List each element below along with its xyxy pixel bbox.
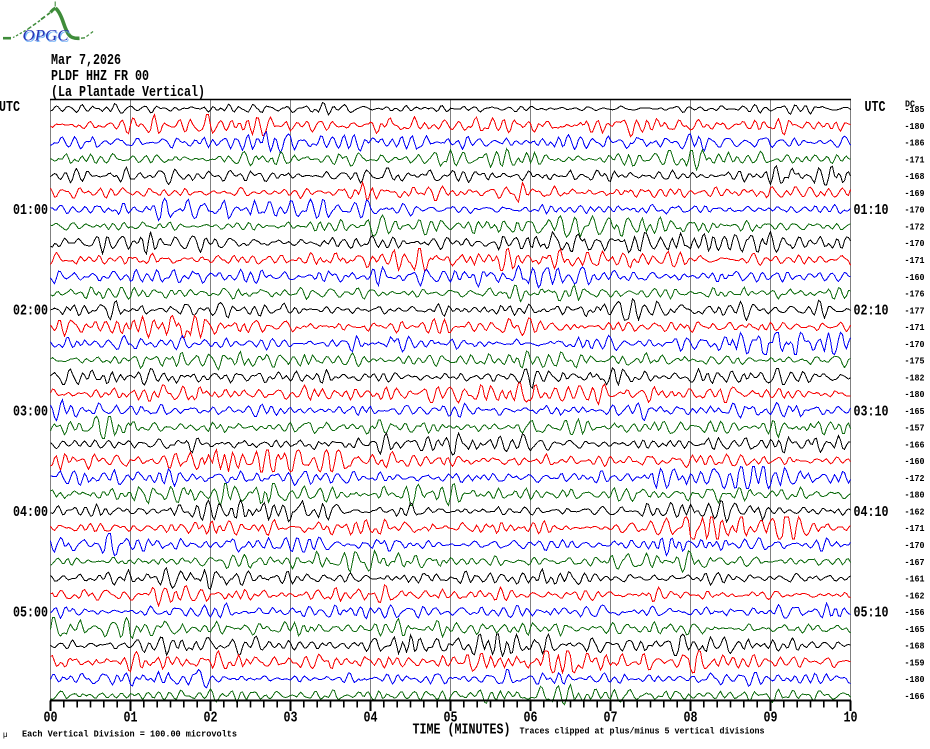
svg-text:μ: μ: [3, 730, 8, 739]
svg-text:05:10: 05:10: [854, 606, 889, 622]
svg-text:02:10: 02:10: [854, 304, 889, 320]
svg-text:OPGC: OPGC: [24, 29, 71, 46]
svg-text:-172: -172: [905, 222, 925, 233]
svg-text:-157: -157: [905, 423, 925, 434]
svg-text:-168: -168: [905, 171, 925, 182]
svg-text:-180: -180: [905, 121, 925, 132]
svg-text:06: 06: [524, 711, 538, 727]
svg-text:-165: -165: [905, 624, 925, 635]
svg-text:OPGC: OPGC: [23, 27, 70, 44]
svg-text:UTC: UTC: [865, 100, 886, 116]
svg-text:-180: -180: [905, 674, 925, 685]
svg-text:-169: -169: [905, 188, 925, 199]
svg-text:-170: -170: [905, 238, 925, 249]
svg-text:02: 02: [204, 711, 218, 727]
svg-text:04:00: 04:00: [13, 505, 48, 521]
svg-text:-162: -162: [905, 507, 925, 518]
svg-text:-165: -165: [905, 406, 925, 417]
svg-text:(La Plantade Vertical): (La Plantade Vertical): [51, 85, 205, 101]
svg-text:00: 00: [44, 711, 58, 727]
svg-text:Each Vertical Division = 100.: Each Vertical Division = 100.00 microvol…: [22, 729, 237, 740]
svg-text:-186: -186: [905, 138, 925, 149]
svg-text:-166: -166: [905, 691, 925, 702]
svg-text:09: 09: [764, 711, 778, 727]
svg-text:-170: -170: [905, 339, 925, 350]
svg-text:-171: -171: [905, 255, 925, 266]
svg-text:-167: -167: [905, 557, 925, 568]
svg-text:-171: -171: [905, 523, 925, 534]
svg-text:UTC: UTC: [0, 100, 20, 116]
svg-text:02:00: 02:00: [13, 304, 48, 320]
svg-text:DC: DC: [905, 99, 915, 110]
svg-text:-172: -172: [905, 473, 925, 484]
svg-text:08: 08: [684, 711, 698, 727]
svg-text:-159: -159: [905, 657, 925, 668]
svg-text:-160: -160: [905, 456, 925, 467]
svg-text:01:10: 01:10: [854, 203, 889, 219]
svg-text:-180: -180: [905, 490, 925, 501]
svg-text:-166: -166: [905, 439, 925, 450]
svg-text:-185: -185: [905, 104, 925, 115]
svg-text:-180: -180: [905, 389, 925, 400]
svg-text:-170: -170: [905, 205, 925, 216]
svg-text:03:00: 03:00: [13, 404, 48, 420]
svg-text:-171: -171: [905, 322, 925, 333]
svg-text:PLDF HHZ FR 00: PLDF HHZ FR 00: [51, 69, 149, 85]
svg-text:03: 03: [284, 711, 298, 727]
svg-text:05:00: 05:00: [13, 606, 48, 622]
svg-text:-182: -182: [905, 372, 925, 383]
svg-text:-161: -161: [905, 574, 925, 585]
svg-text:-168: -168: [905, 641, 925, 652]
svg-text:10: 10: [844, 711, 858, 727]
svg-text:01: 01: [124, 711, 138, 727]
svg-text:-175: -175: [905, 356, 925, 367]
svg-text:03:10: 03:10: [854, 404, 889, 420]
svg-text:07: 07: [604, 711, 618, 727]
svg-text:-171: -171: [905, 154, 925, 165]
svg-text:-162: -162: [905, 590, 925, 601]
svg-text:Traces clipped at plus/minus 5: Traces clipped at plus/minus 5 vertical …: [520, 726, 765, 737]
svg-text:-160: -160: [905, 272, 925, 283]
svg-text:-176: -176: [905, 289, 925, 300]
svg-text:04: 04: [364, 711, 378, 727]
svg-text:01:00: 01:00: [13, 203, 48, 219]
svg-text:-177: -177: [905, 305, 925, 316]
svg-text:TIME (MINUTES): TIME (MINUTES): [413, 723, 511, 739]
svg-text:05: 05: [444, 711, 458, 727]
svg-text:-170: -170: [905, 540, 925, 551]
svg-text:04:10: 04:10: [854, 505, 889, 521]
svg-text:Mar 7,2026: Mar 7,2026: [51, 53, 121, 69]
svg-text:-156: -156: [905, 607, 925, 618]
